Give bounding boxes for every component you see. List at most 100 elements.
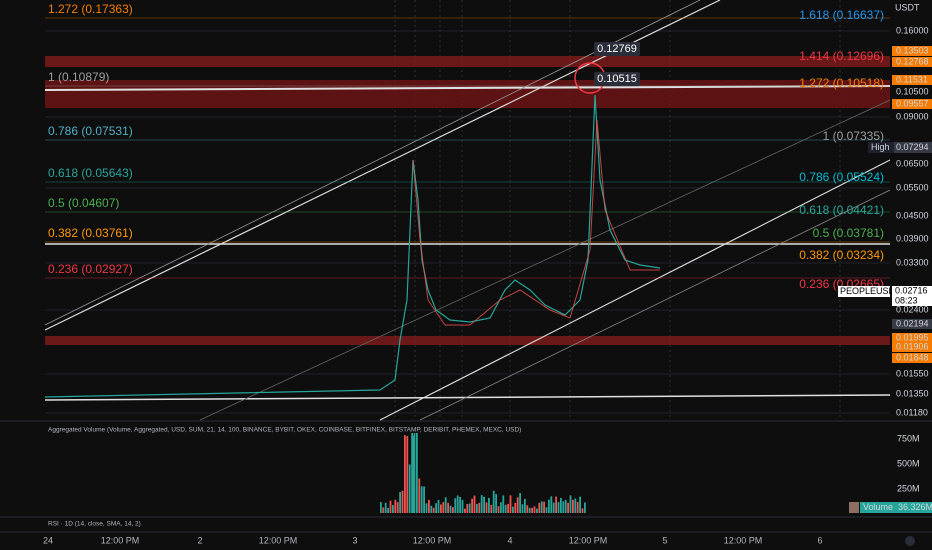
price-label: 0.02194: [896, 318, 929, 328]
volume-bar: [476, 503, 478, 513]
volume-bar: [425, 503, 428, 513]
fib-label: 1.272 (0.17363): [48, 2, 133, 16]
volume-bar: [495, 494, 497, 513]
time-label: 24: [43, 535, 53, 545]
last-box: [892, 286, 932, 306]
fib-label: 0.382 (0.03234): [799, 248, 884, 262]
zone: [45, 56, 890, 67]
volume-bar: [540, 501, 543, 513]
volume-bar: [404, 435, 406, 513]
volume-bar: [432, 507, 435, 513]
price-label: 0.04500: [896, 210, 929, 220]
time-label: 5: [662, 535, 667, 545]
volume-bar: [531, 507, 533, 513]
price-label: 0.01995: [896, 332, 929, 342]
volume-bar: [550, 496, 553, 513]
volume-bar: [524, 498, 526, 513]
callout-box: [594, 72, 640, 86]
price-label: 0.13503: [896, 45, 929, 55]
time-label: 6: [817, 535, 822, 545]
volume-bar: [435, 503, 437, 513]
price-label: 0.01906: [896, 341, 929, 351]
fib-label: 0.786 (0.07531): [48, 124, 133, 138]
volume-bar: [396, 502, 399, 513]
fib-label: 1 (0.07335): [823, 129, 884, 143]
time-label: 3: [352, 535, 357, 545]
fib-label: 0.5 (0.03781): [813, 226, 884, 240]
callout-text: 0.12769: [597, 43, 637, 55]
price-label: 0.01180: [896, 407, 928, 417]
zone: [45, 80, 890, 108]
volume-bar: [509, 495, 512, 513]
volume-bar: [413, 436, 415, 513]
high-value: 0.07294: [896, 142, 929, 152]
volume-bar: [464, 508, 466, 513]
volume-bar: [387, 507, 389, 513]
symbol-tag: [838, 286, 890, 297]
time-label: 12:00 PM: [569, 535, 608, 545]
volume-bar: [504, 504, 507, 513]
price-tag: [892, 342, 932, 352]
price-label: 0.02400: [896, 304, 929, 314]
price-label: 0.10500: [896, 86, 929, 96]
volume-bar: [492, 490, 495, 513]
volume-bars: [380, 433, 586, 513]
volume-bar: [526, 505, 529, 513]
volume-bar: [394, 499, 397, 513]
volume-bar: [584, 502, 586, 513]
price-axis-bg: [890, 0, 932, 550]
volume-bar: [536, 508, 538, 513]
time-label: 12:00 PM: [413, 535, 452, 545]
time-label: 12:00 PM: [259, 535, 298, 545]
volume-bar: [478, 502, 481, 513]
channel-line: [44, 0, 701, 326]
volume-bar: [488, 497, 490, 513]
volume-bar: [416, 433, 418, 513]
volume-bar: [411, 433, 413, 513]
volume-axis-label: 250M: [897, 483, 920, 493]
vol-legend-bg: [860, 502, 932, 513]
price-path: [412, 119, 660, 326]
volume-bar: [514, 502, 517, 513]
volume-bar: [461, 500, 464, 513]
price-label: 0.16000: [896, 25, 929, 35]
fib-label: 0.618 (0.04421): [799, 203, 884, 217]
settings-button[interactable]: [905, 536, 915, 546]
high-tag: [868, 142, 898, 153]
fib-label: 0.382 (0.03761): [48, 226, 133, 240]
currency: USDT: [895, 2, 920, 12]
volume-bar: [459, 496, 461, 513]
fib-labels: 1.272 (0.17363) 1 (0.10879) 0.786 (0.07531…: [45, 2, 890, 291]
price-tag: [892, 99, 932, 109]
volume-bar: [543, 501, 545, 513]
level-line: [44, 394, 891, 401]
volume-bar: [519, 492, 521, 513]
volume-bar: [389, 500, 392, 513]
volume-bar: [454, 498, 457, 513]
countdown: 08:23: [895, 295, 918, 305]
grid: [45, 0, 890, 420]
volume-bar: [545, 507, 548, 513]
volume-bar: [382, 507, 385, 513]
price-label: 0.03900: [896, 233, 929, 243]
volume-bar: [468, 503, 471, 513]
high-label: High: [871, 142, 890, 152]
price-label: 0.12768: [896, 56, 929, 66]
volume-bar: [581, 508, 584, 513]
fib-label: 0.786 (0.05524): [799, 170, 884, 184]
price-path: [44, 94, 661, 398]
volume-bar: [447, 502, 449, 513]
volume-bar: [399, 491, 401, 513]
volume-bar: [533, 506, 536, 513]
channel-line: [199, 99, 891, 421]
volume-axis-label: 750M: [897, 433, 920, 443]
fib-label: 0.236 (0.02927): [48, 262, 133, 276]
channel-line: [419, 189, 891, 421]
price-tag: [892, 75, 932, 85]
volume-bar: [401, 490, 404, 513]
high-box: [894, 142, 932, 153]
volume-bar: [452, 507, 454, 513]
volume-bar: [384, 502, 387, 513]
volume-bar: [430, 505, 433, 513]
time-label: 12:00 PM: [724, 535, 763, 545]
